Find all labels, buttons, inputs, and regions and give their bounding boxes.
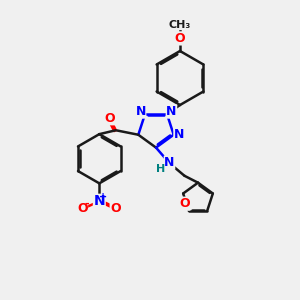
Text: N: N (166, 105, 177, 118)
Text: O: O (175, 32, 185, 45)
Text: N: N (164, 156, 175, 169)
Text: N: N (174, 128, 184, 141)
Text: N: N (94, 194, 105, 208)
Text: O: O (179, 197, 190, 210)
Text: H: H (157, 164, 166, 174)
Text: CH₃: CH₃ (169, 20, 191, 30)
Text: O: O (110, 202, 121, 215)
Text: O: O (104, 112, 115, 125)
Text: O: O (77, 202, 88, 215)
Text: N: N (135, 105, 146, 118)
Text: +: + (99, 192, 107, 203)
Text: -: - (84, 199, 89, 209)
